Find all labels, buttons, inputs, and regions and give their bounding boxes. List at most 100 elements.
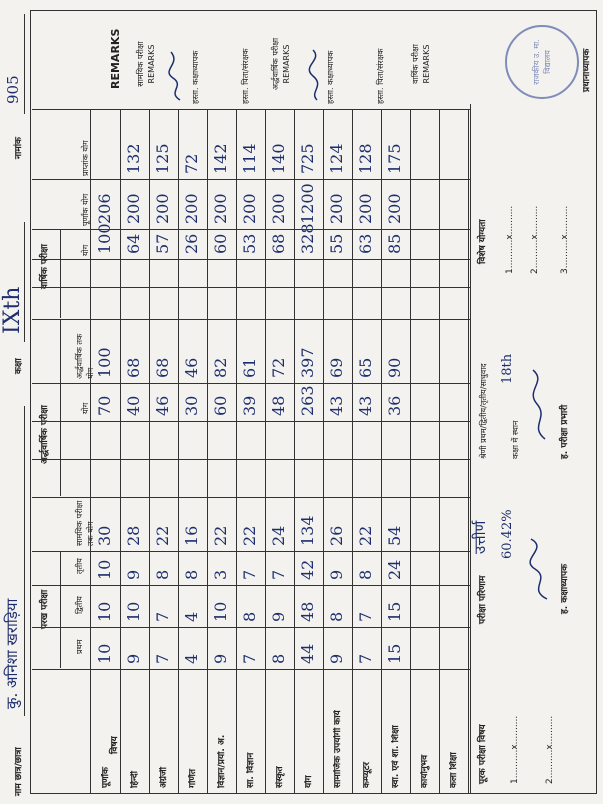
result-label: परीक्षा परिणाम	[478, 575, 488, 624]
row-cell-h4: 100	[95, 347, 114, 378]
grid-vline	[32, 179, 470, 180]
grid-vline	[32, 383, 470, 384]
row-cell-sam: 134	[298, 515, 317, 546]
row-cell-d: 7	[153, 611, 172, 622]
grid-vline	[32, 319, 470, 320]
grid-hline	[149, 110, 150, 794]
name-underline	[24, 406, 25, 716]
remarks-parent-sig-1: हस्ता. पिता/संरक्षक	[241, 48, 250, 104]
grid-hline	[207, 110, 208, 794]
header-samayik: सामयिक परीक्षा तक योग	[75, 500, 95, 546]
row-cell-p: 8	[269, 653, 288, 664]
row-cell-t: 9	[124, 569, 143, 580]
row-cell-h3: 40	[124, 395, 143, 416]
row-cell-t: 3	[211, 569, 230, 580]
row-cell-a3: 55	[327, 233, 346, 254]
special-line-2: 2..........x..........	[530, 205, 540, 274]
grid-vline	[32, 421, 470, 422]
remarks-samayik: सामयिक परीक्षा REMARKS	[136, 41, 156, 87]
row-cell-t: 7	[269, 569, 288, 580]
row-subject: सामाजिक उपयोगी कार्य	[333, 710, 343, 788]
grid-hline	[294, 110, 295, 794]
row-cell-p: 7	[356, 653, 375, 664]
remarks-half: अर्द्धवार्षिक परीक्षा REMARKS	[271, 37, 291, 91]
row-cell-pr: 142	[211, 143, 230, 174]
row-cell-h3: 48	[269, 395, 288, 416]
header-dvitiya: द्वितीय	[75, 596, 84, 614]
row-cell-t: 8	[153, 569, 172, 580]
row-cell-pr: 140	[269, 143, 288, 174]
row-cell-d: 15	[385, 601, 404, 622]
row-cell-pr: 132	[124, 143, 143, 174]
row-cell-h4: 46	[182, 357, 201, 378]
row-subject: अंग्रेजी	[159, 767, 169, 788]
grid-vline	[32, 669, 470, 670]
grid-hline	[178, 110, 179, 794]
row-cell-a3: 63	[356, 233, 375, 254]
row-cell-pu: 200	[385, 193, 404, 224]
roll-label: नामांक	[14, 137, 24, 159]
row-cell-t: 42	[298, 559, 317, 580]
grid-hline	[265, 110, 266, 794]
grid-vline	[32, 259, 470, 260]
teacher-sig-label: ह. कक्षाध्यापक	[560, 564, 570, 614]
row-cell-sam: 22	[356, 525, 375, 546]
grid-hline	[60, 230, 61, 318]
grid-vline	[32, 109, 470, 110]
row-cell-h3: 36	[385, 395, 404, 416]
row-cell-pu: 200	[269, 193, 288, 224]
row-cell-t: 8	[182, 569, 201, 580]
row-cell-pr: 175	[385, 143, 404, 174]
remarks-parent-sig-2: हस्ता. पिता/संरक्षक	[376, 48, 385, 104]
row-cell-a3: 328	[298, 223, 317, 254]
row-cell-sam: 30	[95, 525, 114, 546]
row-cell-a3: 100	[95, 223, 114, 254]
row-cell-a3: 64	[124, 233, 143, 254]
row-cell-sam: 54	[385, 525, 404, 546]
row-cell-h4: 68	[124, 357, 143, 378]
header-pakh: परख परीक्षा	[40, 589, 50, 629]
teacher-signature-1	[168, 51, 181, 101]
special-line-3: 3..........x..........	[560, 205, 570, 274]
row-cell-h4: 397	[298, 347, 317, 378]
row-subject: योग	[304, 775, 314, 788]
row-cell-h3: 70	[95, 395, 114, 416]
rank-value: 18th	[500, 353, 515, 384]
header-remarks: REMARKS	[109, 28, 122, 89]
row-cell-h4: 90	[385, 357, 404, 378]
grid-vline	[32, 585, 470, 586]
row-cell-pr: 72	[182, 153, 201, 174]
roll-value: 905	[4, 75, 22, 104]
row-subject: कार्यानुभव	[420, 754, 430, 788]
row-cell-h3: 30	[182, 395, 201, 416]
row-cell-h3: 39	[240, 395, 259, 416]
header-half-tak-yog: अर्द्धवार्षिक तक योग	[75, 333, 95, 379]
examiner-signature	[532, 369, 546, 440]
row-cell-h3: 60	[211, 395, 230, 416]
row-cell-p: 9	[124, 653, 143, 664]
remarks-teacher-sig-2: हस्ता. कक्षाध्यापक	[326, 50, 335, 104]
row-subject: विज्ञान/प्रयो. अ.	[217, 734, 227, 788]
row-cell-a3: 68	[269, 233, 288, 254]
grid-hline	[439, 110, 440, 794]
row-subject: स्वा. एवं शा. शिक्षा	[391, 725, 401, 788]
examiner-sig-label: ह. परीक्षा प्रभारी	[560, 404, 570, 459]
grid-hline	[410, 110, 411, 794]
row-cell-d: 48	[298, 601, 317, 622]
name-label: नाम छात्र/छात्रा	[14, 747, 24, 796]
row-cell-h4: 82	[211, 357, 230, 378]
row-cell-pu: 200	[211, 193, 230, 224]
row-cell-pu: 200	[240, 193, 259, 224]
row-cell-d: 7	[356, 611, 375, 622]
roll-underline	[24, 14, 25, 114]
row-subject: कम्प्यूटर	[362, 762, 372, 788]
special-line-1: 1..........x..........	[505, 205, 515, 274]
row-cell-sam: 22	[240, 525, 259, 546]
row-subject: पूर्णांक	[101, 767, 111, 788]
row-cell-pu: 206	[95, 193, 114, 224]
row-cell-pu: 200	[153, 193, 172, 224]
header-annual: वार्षिक परीक्षा	[40, 244, 50, 289]
row-cell-t: 24	[385, 559, 404, 580]
grid-vline	[32, 627, 470, 628]
row-cell-a3: 26	[182, 233, 201, 254]
